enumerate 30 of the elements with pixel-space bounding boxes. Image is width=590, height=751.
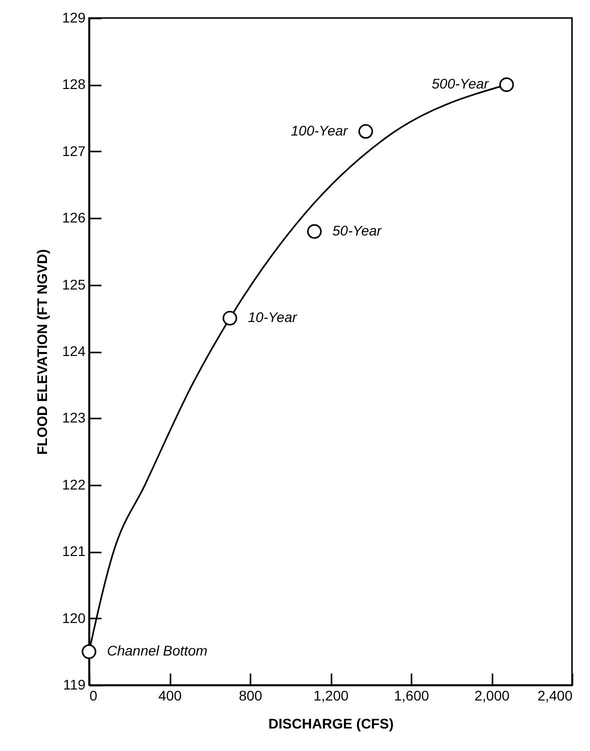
point [222,310,238,326]
y-tick-label: 128 [62,76,86,92]
x-tick-label: 400 [158,688,182,704]
annotation: 100-Year [290,122,350,138]
x-tick-label: 1,600 [394,688,430,704]
y-tick-label: 120 [62,610,86,626]
y-tick-label: 125 [62,276,86,292]
point [82,644,96,659]
y-tick-label: 129 [62,10,86,26]
annotation: Channel Bottom [107,642,208,659]
x-tick-label: 0 [90,688,98,704]
x-tick-label: 2,000 [474,688,510,704]
x-tick-label: 800 [238,688,262,704]
y-axis-title: FLOOD ELEVATION (FT NGVD) [34,249,50,455]
y-tick-label: 119 [63,676,86,692]
y-tick-label: 126 [62,210,86,226]
point [358,124,374,139]
x-tick-label: 2,400 [537,688,573,704]
y-tick-label: 121 [62,543,86,560]
y-tick-label: 122 [62,476,86,492]
y-tick-label: 123 [62,410,86,426]
annotation: 50-Year [332,222,383,238]
annotation: 10-Year [248,309,298,326]
x-tick-label: 1,200 [313,688,349,704]
point [499,77,514,92]
annotation: 500-Year [432,76,490,92]
y-tick-label: 127 [62,142,86,159]
y-tick-label: 124 [62,343,86,359]
x-axis-title: DISCHARGE (CFS) [268,716,394,732]
point [307,224,322,239]
